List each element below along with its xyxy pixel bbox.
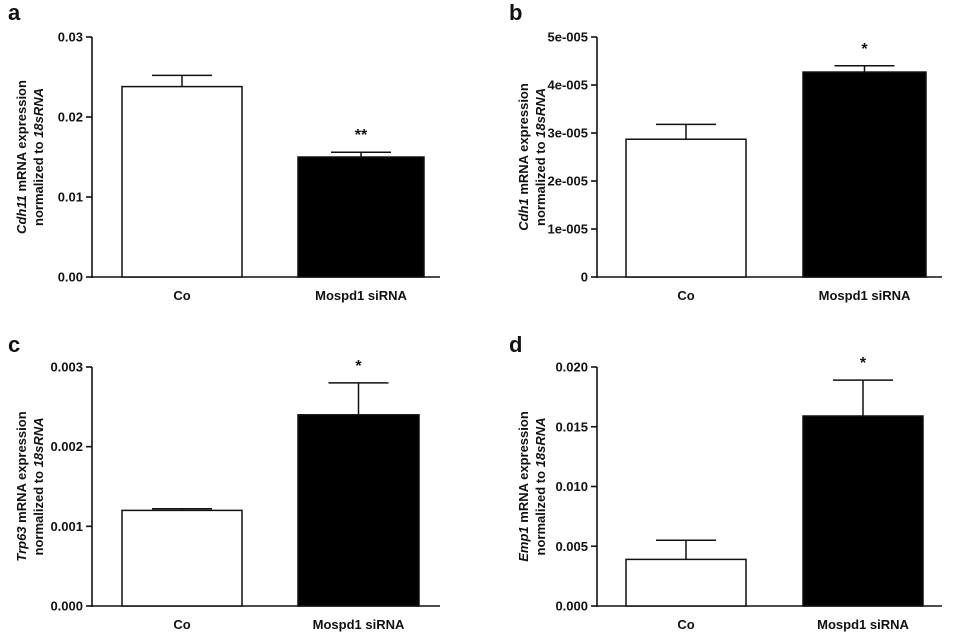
reference-gene-name: 18sRNA: [533, 418, 548, 468]
y-tick-label: 0.000: [50, 599, 83, 614]
y-tick-label: 1e-005: [548, 222, 588, 237]
bar-control: [121, 509, 243, 607]
x-category-label: Co: [677, 288, 694, 303]
y-tick-label: 0.005: [555, 539, 588, 554]
x-category-label: Mospd1 siRNA: [315, 288, 407, 303]
reference-gene-name: 18sRNA: [31, 418, 46, 468]
y-tick-label: 0.020: [555, 360, 588, 375]
y-tick-label: 0.001: [50, 519, 83, 534]
y-tick-label: 0.03: [58, 30, 83, 45]
y-axis-label-line2: normalized to 18sRNA: [31, 88, 46, 226]
y-axis-label-line2: normalized to 18sRNA: [533, 88, 548, 226]
gene-name: Cdh11: [14, 195, 29, 234]
y-tick-label: 0.003: [50, 360, 83, 375]
y-tick-label: 0.010: [555, 479, 588, 494]
significance-marker: *: [860, 355, 867, 372]
panel-letter-d: d: [509, 332, 522, 357]
gene-name: Cdh1: [516, 198, 531, 231]
y-tick-label: 2e-005: [548, 174, 588, 189]
y-axis-label-text: normalized to: [533, 467, 548, 555]
y-tick-label: 0.002: [50, 439, 83, 454]
x-category-label: Co: [173, 617, 190, 632]
y-tick-label: 5e-005: [548, 30, 588, 45]
y-axis-label: Cdh11 mRNA expression normalized to 18sRN…: [14, 80, 46, 234]
reference-gene-name: 18sRNA: [533, 88, 548, 138]
reference-gene-name: 18sRNA: [31, 88, 46, 138]
y-axis-label: Emp1 mRNA expression normalized to 18sRNA: [516, 411, 548, 562]
significance-marker: *: [861, 41, 868, 58]
y-tick-label: 0.00: [58, 270, 83, 285]
y-axis-label: Trp63 mRNA expression normalized to 18sRN…: [14, 411, 46, 561]
x-category-label: Co: [173, 288, 190, 303]
bar-mospd1-sirna: [297, 414, 420, 607]
x-category-label: Co: [677, 617, 694, 632]
y-tick-label: 0.000: [555, 599, 588, 614]
y-tick-label: 3e-005: [548, 126, 588, 141]
y-axis-label-text: mRNA expression: [14, 411, 29, 526]
x-category-label: Mospd1 siRNA: [817, 617, 909, 632]
y-tick-label: 0: [581, 270, 588, 285]
panel-letter-b: b: [509, 0, 522, 25]
y-tick-label: 0.015: [555, 419, 588, 434]
bar-control: [625, 138, 747, 278]
y-axis-label-text: mRNA expression: [14, 80, 29, 195]
bar-control: [121, 85, 243, 278]
y-axis-label-line1: Emp1 mRNA expression: [516, 411, 531, 562]
panel-letter-a: a: [8, 0, 21, 25]
y-axis-label-line1: Trp63 mRNA expression: [14, 411, 29, 561]
significance-marker: *: [355, 358, 362, 375]
gene-name: Trp63: [14, 526, 29, 562]
y-tick-label: 0.02: [58, 110, 83, 125]
significance-marker: **: [355, 127, 368, 144]
y-tick-label: 4e-005: [548, 78, 588, 93]
bar-control: [625, 558, 747, 607]
panel-letter-c: c: [8, 332, 20, 357]
y-axis-label-text: normalized to: [31, 138, 46, 226]
x-category-label: Mospd1 siRNA: [313, 617, 405, 632]
y-axis-label: Cdh1 mRNA expression normalized to 18sRNA: [516, 83, 548, 231]
y-axis-label-line2: normalized to 18sRNA: [31, 418, 46, 556]
bar-mospd1-sirna: [802, 415, 924, 607]
y-axis-label-text: normalized to: [533, 138, 548, 226]
bar-mospd1-sirna: [297, 156, 425, 278]
y-axis-label-line1: Cdh1 mRNA expression: [516, 83, 531, 231]
y-axis-label-line2: normalized to 18sRNA: [533, 418, 548, 556]
gene-name: Emp1: [516, 526, 531, 561]
y-axis-label-text: normalized to: [31, 467, 46, 555]
x-category-label: Mospd1 siRNA: [819, 288, 911, 303]
y-tick-label: 0.01: [58, 190, 83, 205]
y-axis-label-text: mRNA expression: [516, 83, 531, 198]
y-axis-label-text: mRNA expression: [516, 411, 531, 526]
y-axis-label-line1: Cdh11 mRNA expression: [14, 80, 29, 234]
bar-mospd1-sirna: [802, 71, 927, 278]
